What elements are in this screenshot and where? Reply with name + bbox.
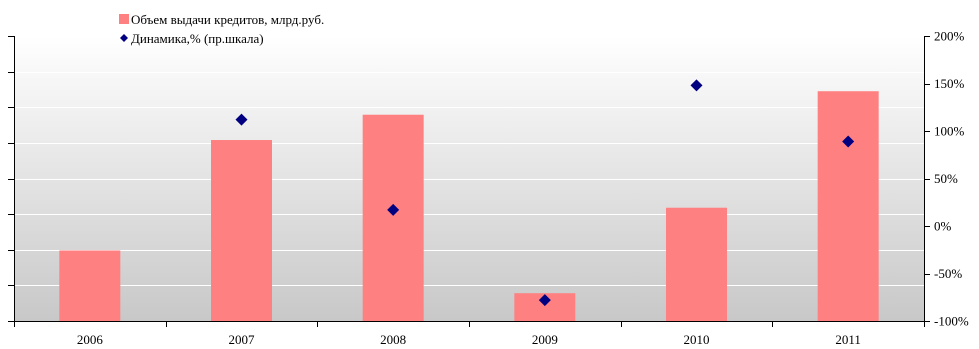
bar-2010	[666, 207, 727, 321]
right-y-tick-label: -100%	[934, 314, 969, 329]
marker-series	[235, 79, 855, 307]
legend-label-markers: Динамика,% (пр.шкала)	[131, 31, 264, 46]
bar-2006	[59, 250, 121, 321]
right-y-tick-label: 0%	[934, 219, 952, 234]
marker-2008	[387, 203, 400, 216]
x-tick-label: 2009	[532, 332, 558, 347]
plot-area	[14, 36, 924, 321]
right-y-tick-labels: -100% -50% 0% 50% 100% 150% 200%	[934, 29, 969, 329]
bar-series	[59, 91, 879, 321]
marker-2010	[690, 79, 703, 92]
legend-swatch-markers	[120, 34, 128, 42]
x-tick-label: 2010	[684, 332, 710, 347]
legend: Объем выдачи кредитов, млрд.руб. Динамик…	[119, 12, 324, 46]
marker-2011	[842, 135, 855, 148]
right-y-tick-label: 150%	[934, 76, 965, 91]
x-tick-label: 2011	[835, 332, 861, 347]
x-tick-label: 2006	[77, 332, 104, 347]
marker-2009	[538, 294, 551, 307]
bar-2008	[362, 114, 424, 321]
gridlines	[14, 36, 924, 286]
x-tick-labels: 2006 2007 2008 2009 2010 2011	[77, 332, 861, 347]
x-tick-label: 2007	[229, 332, 256, 347]
right-y-tick-label: 200%	[934, 29, 965, 44]
bar-2011	[817, 91, 879, 321]
bar-2007	[211, 140, 272, 321]
axes	[8, 36, 930, 327]
legend-label-bars: Объем выдачи кредитов, млрд.руб.	[131, 12, 324, 27]
right-y-tick-label: -50%	[934, 266, 962, 281]
legend-swatch-bars	[119, 14, 129, 24]
x-tick-label: 2008	[380, 332, 406, 347]
right-y-tick-label: 100%	[934, 124, 965, 139]
marker-2007	[235, 113, 248, 126]
right-y-tick-label: 50%	[934, 171, 958, 186]
